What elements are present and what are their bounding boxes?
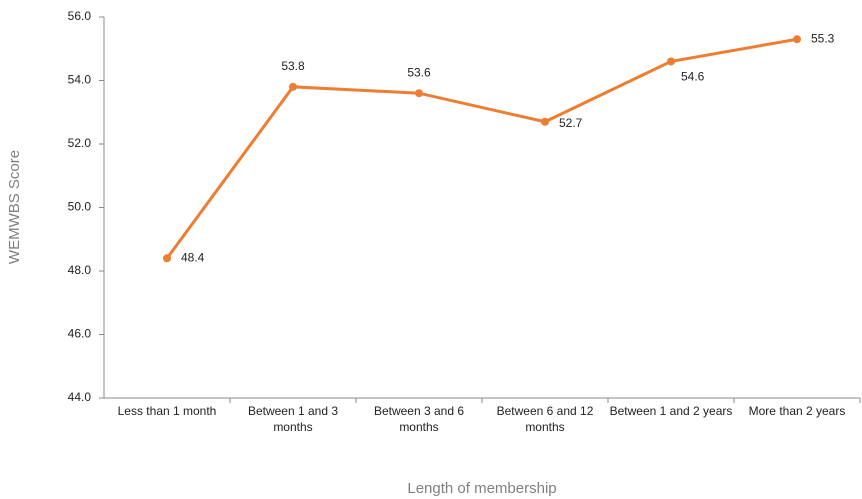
x-tick-label: Less than 1 month [117, 404, 217, 418]
y-tick-label: 56.0 [68, 9, 92, 23]
y-tick-label: 46.0 [68, 327, 92, 341]
data-label: 52.7 [559, 116, 583, 130]
y-tick-label: 44.0 [68, 390, 92, 404]
data-label: 53.8 [281, 59, 305, 73]
y-tick-label: 48.0 [68, 263, 92, 277]
y-axis-title: WEMWBS Score [6, 150, 23, 264]
point [793, 35, 801, 44]
data-label: 48.4 [181, 250, 205, 264]
y-tick-label: 52.0 [68, 136, 92, 150]
x-axis-title: Length of membership [407, 480, 556, 497]
point [415, 89, 423, 98]
y-tick-label: 50.0 [68, 200, 92, 214]
data-label: 53.6 [407, 65, 431, 79]
point [163, 254, 171, 263]
point [541, 117, 549, 126]
y-tick-label: 54.0 [68, 73, 92, 87]
x-tick-label: Between 6 and 12 months [496, 404, 594, 434]
data-label: 54.6 [681, 70, 705, 84]
line [165, 37, 798, 260]
x-tick-label: More than 2 years [748, 404, 846, 418]
point [289, 82, 297, 91]
x-tick-label: Between 1 and 2 years [609, 404, 733, 418]
data-label: 55.3 [811, 31, 835, 45]
x-tick-label: Between 1 and 3 months [247, 404, 339, 434]
point [667, 57, 675, 66]
x-tick-label: Between 3 and 6 months [373, 404, 465, 434]
